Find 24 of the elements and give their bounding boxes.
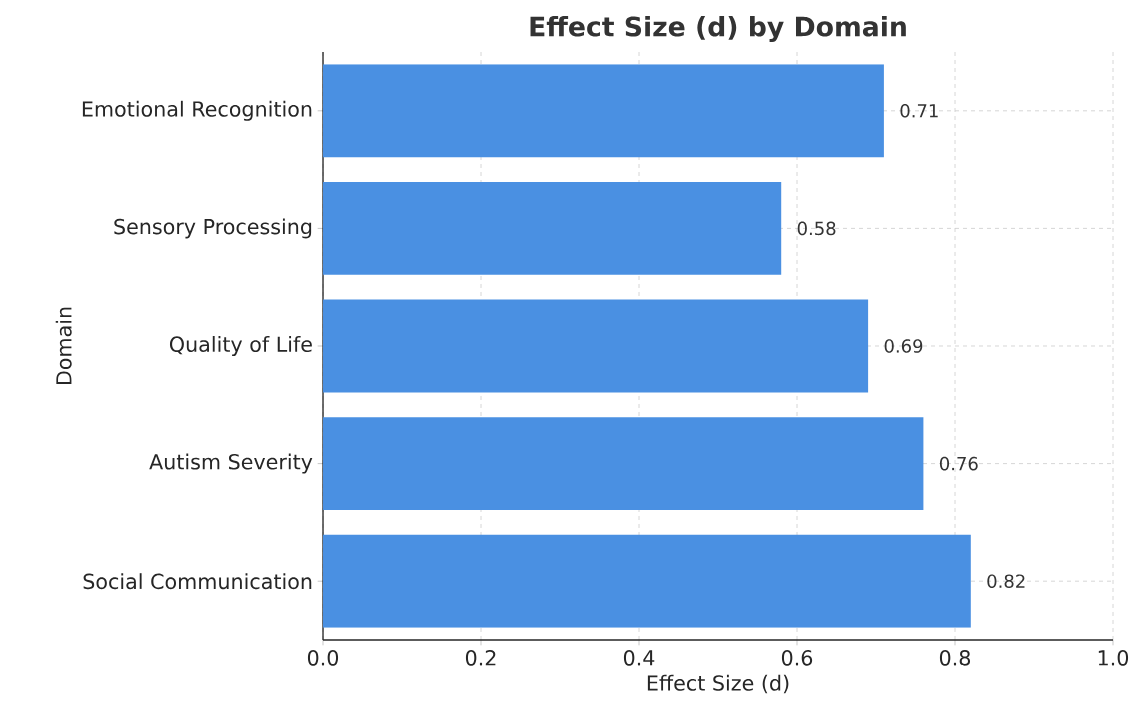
data-label: 0.69 — [884, 339, 923, 353]
bar — [323, 181, 782, 275]
x-tick-label: 0.4 — [623, 650, 655, 666]
x-tick-label: 0.0 — [307, 650, 339, 666]
data-label: 0.71 — [900, 103, 938, 118]
bar — [323, 64, 884, 158]
y-tick-label: Emotional Recognition — [82, 100, 312, 121]
y-tick-label: Social Communication — [83, 573, 312, 590]
data-label: 0.76 — [939, 456, 978, 471]
y-tick-label: Autism Severity — [149, 453, 313, 474]
bar — [323, 417, 924, 511]
y-axis-title: Domain — [55, 307, 72, 385]
y-tick-label: Quality of Life — [169, 335, 312, 357]
x-tick-label: 1.0 — [1098, 650, 1129, 666]
x-tick-label: 0.6 — [781, 650, 813, 666]
data-label: 0.82 — [987, 574, 1025, 588]
y-tick-label: Sensory Processing — [114, 218, 312, 239]
x-axis-title: Effect Size (d) — [647, 674, 789, 694]
data-label: 0.58 — [797, 221, 836, 236]
x-tick-label: 0.2 — [465, 650, 496, 666]
bar — [323, 534, 971, 628]
bar — [323, 299, 869, 393]
chart-title: Effect Size (d) by Domain — [530, 15, 906, 42]
x-tick-label: 0.8 — [939, 650, 971, 666]
